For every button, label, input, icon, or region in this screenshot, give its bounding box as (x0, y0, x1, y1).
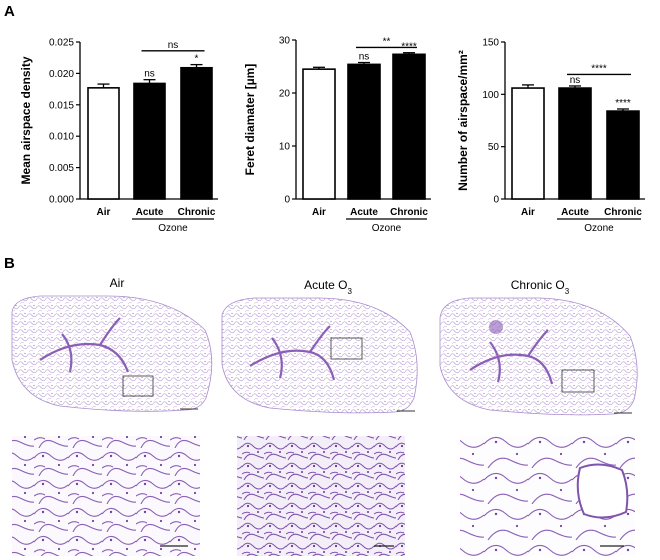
chart-number-of-airspace: 0 50 100 150 Number of airspace/mm² Air Acute C… (456, 38, 645, 234)
x-tick-label: Air (312, 207, 326, 218)
airway-air (39, 317, 130, 373)
x-tick-label: Chronic (604, 207, 642, 218)
bar-air (511, 87, 545, 200)
bar-acute (347, 63, 381, 200)
panel-label-a: A (4, 3, 15, 20)
lung-section-chronic (439, 297, 638, 416)
y-tick-label: 20 (279, 89, 291, 100)
zoom-box-acute (330, 337, 363, 360)
chart-mean-airspace-density: 0.000 0.005 0.010 0.015 0.020 0.025 Mean airsp… (19, 38, 218, 234)
group-label: Ozone (584, 223, 614, 234)
bracket-label: **** (591, 63, 607, 74)
x-tick-label: Air (97, 207, 111, 218)
y-tick-label: 0.020 (49, 69, 74, 80)
bar-acute (558, 87, 592, 200)
bar-acute (133, 82, 166, 200)
panel-label-b: B (4, 255, 15, 272)
micrograph-panel-air: Air (11, 276, 213, 556)
y-tick-label: 100 (482, 90, 499, 101)
bar-chronic (606, 110, 640, 200)
micrograph-title-air: Air (110, 276, 125, 290)
zoom-box-chronic (561, 369, 595, 393)
chart-feret-diameter: 0 10 20 30 Feret diamater [µm] Air Acute Chroni… (243, 36, 431, 234)
y-tick-label: 150 (482, 38, 499, 49)
micrograph-title-acute: Acute O3 (304, 278, 352, 296)
y-tick-label: 0 (493, 195, 499, 206)
zoom-image-acute (237, 436, 405, 556)
micrograph-panel-acute: Acute O3 (221, 278, 418, 556)
y-axis-label: Number of airspace/mm² (456, 50, 470, 191)
y-tick-label: 10 (279, 142, 291, 153)
bar-chronic (180, 66, 213, 200)
bracket-label: ns (168, 40, 179, 51)
x-tick-label: Chronic (178, 207, 216, 218)
micrograph-title-chronic: Chronic O3 (511, 278, 570, 296)
airway-chronic (469, 329, 554, 385)
group-label: Ozone (372, 223, 402, 234)
y-axis-label: Mean airspace density (19, 56, 33, 184)
y-tick-label: 0.010 (49, 132, 74, 143)
y-tick-label: 0.005 (49, 163, 74, 174)
airway-acute (249, 325, 336, 381)
y-tick-label: 50 (488, 142, 500, 153)
x-tick-label: Acute (561, 207, 589, 218)
inflammation-focus-chronic (489, 320, 503, 334)
bar-air (87, 87, 120, 200)
y-tick-label: 0.015 (49, 100, 74, 111)
significance-label: ns (144, 69, 155, 80)
y-tick-label: 0 (284, 195, 290, 206)
x-tick-label: Air (521, 207, 535, 218)
micrograph-panel-chronic: Chronic O3 (439, 278, 638, 556)
bracket-label: ** (383, 36, 391, 47)
x-tick-label: Acute (136, 207, 164, 218)
significance-label: ns (359, 52, 370, 63)
significance-label: * (195, 54, 199, 65)
significance-label: ns (570, 75, 581, 86)
group-label: Ozone (158, 223, 188, 234)
x-tick-label: Chronic (390, 207, 428, 218)
lung-section-air (11, 295, 213, 412)
y-tick-label: 30 (279, 36, 291, 47)
significance-label: **** (615, 98, 631, 109)
x-tick-label: Acute (350, 207, 378, 218)
bar-chronic (392, 53, 426, 200)
zoom-image-air (12, 436, 200, 556)
zoom-box-air (122, 375, 154, 397)
y-tick-label: 0.000 (49, 195, 74, 206)
large-airspace-chronic (576, 463, 629, 519)
bar-air (302, 68, 336, 200)
y-tick-label: 0.025 (49, 38, 74, 49)
y-axis-label: Feret diamater [µm] (243, 64, 257, 176)
